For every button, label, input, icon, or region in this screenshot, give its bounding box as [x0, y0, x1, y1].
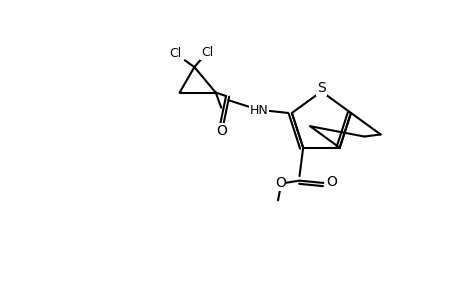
Text: HN: HN — [249, 104, 268, 117]
Text: Cl: Cl — [201, 46, 213, 59]
Text: O: O — [325, 175, 336, 189]
Text: Cl: Cl — [168, 47, 181, 60]
Text: O: O — [274, 176, 285, 190]
Text: O: O — [216, 124, 226, 138]
Text: S: S — [316, 81, 325, 95]
